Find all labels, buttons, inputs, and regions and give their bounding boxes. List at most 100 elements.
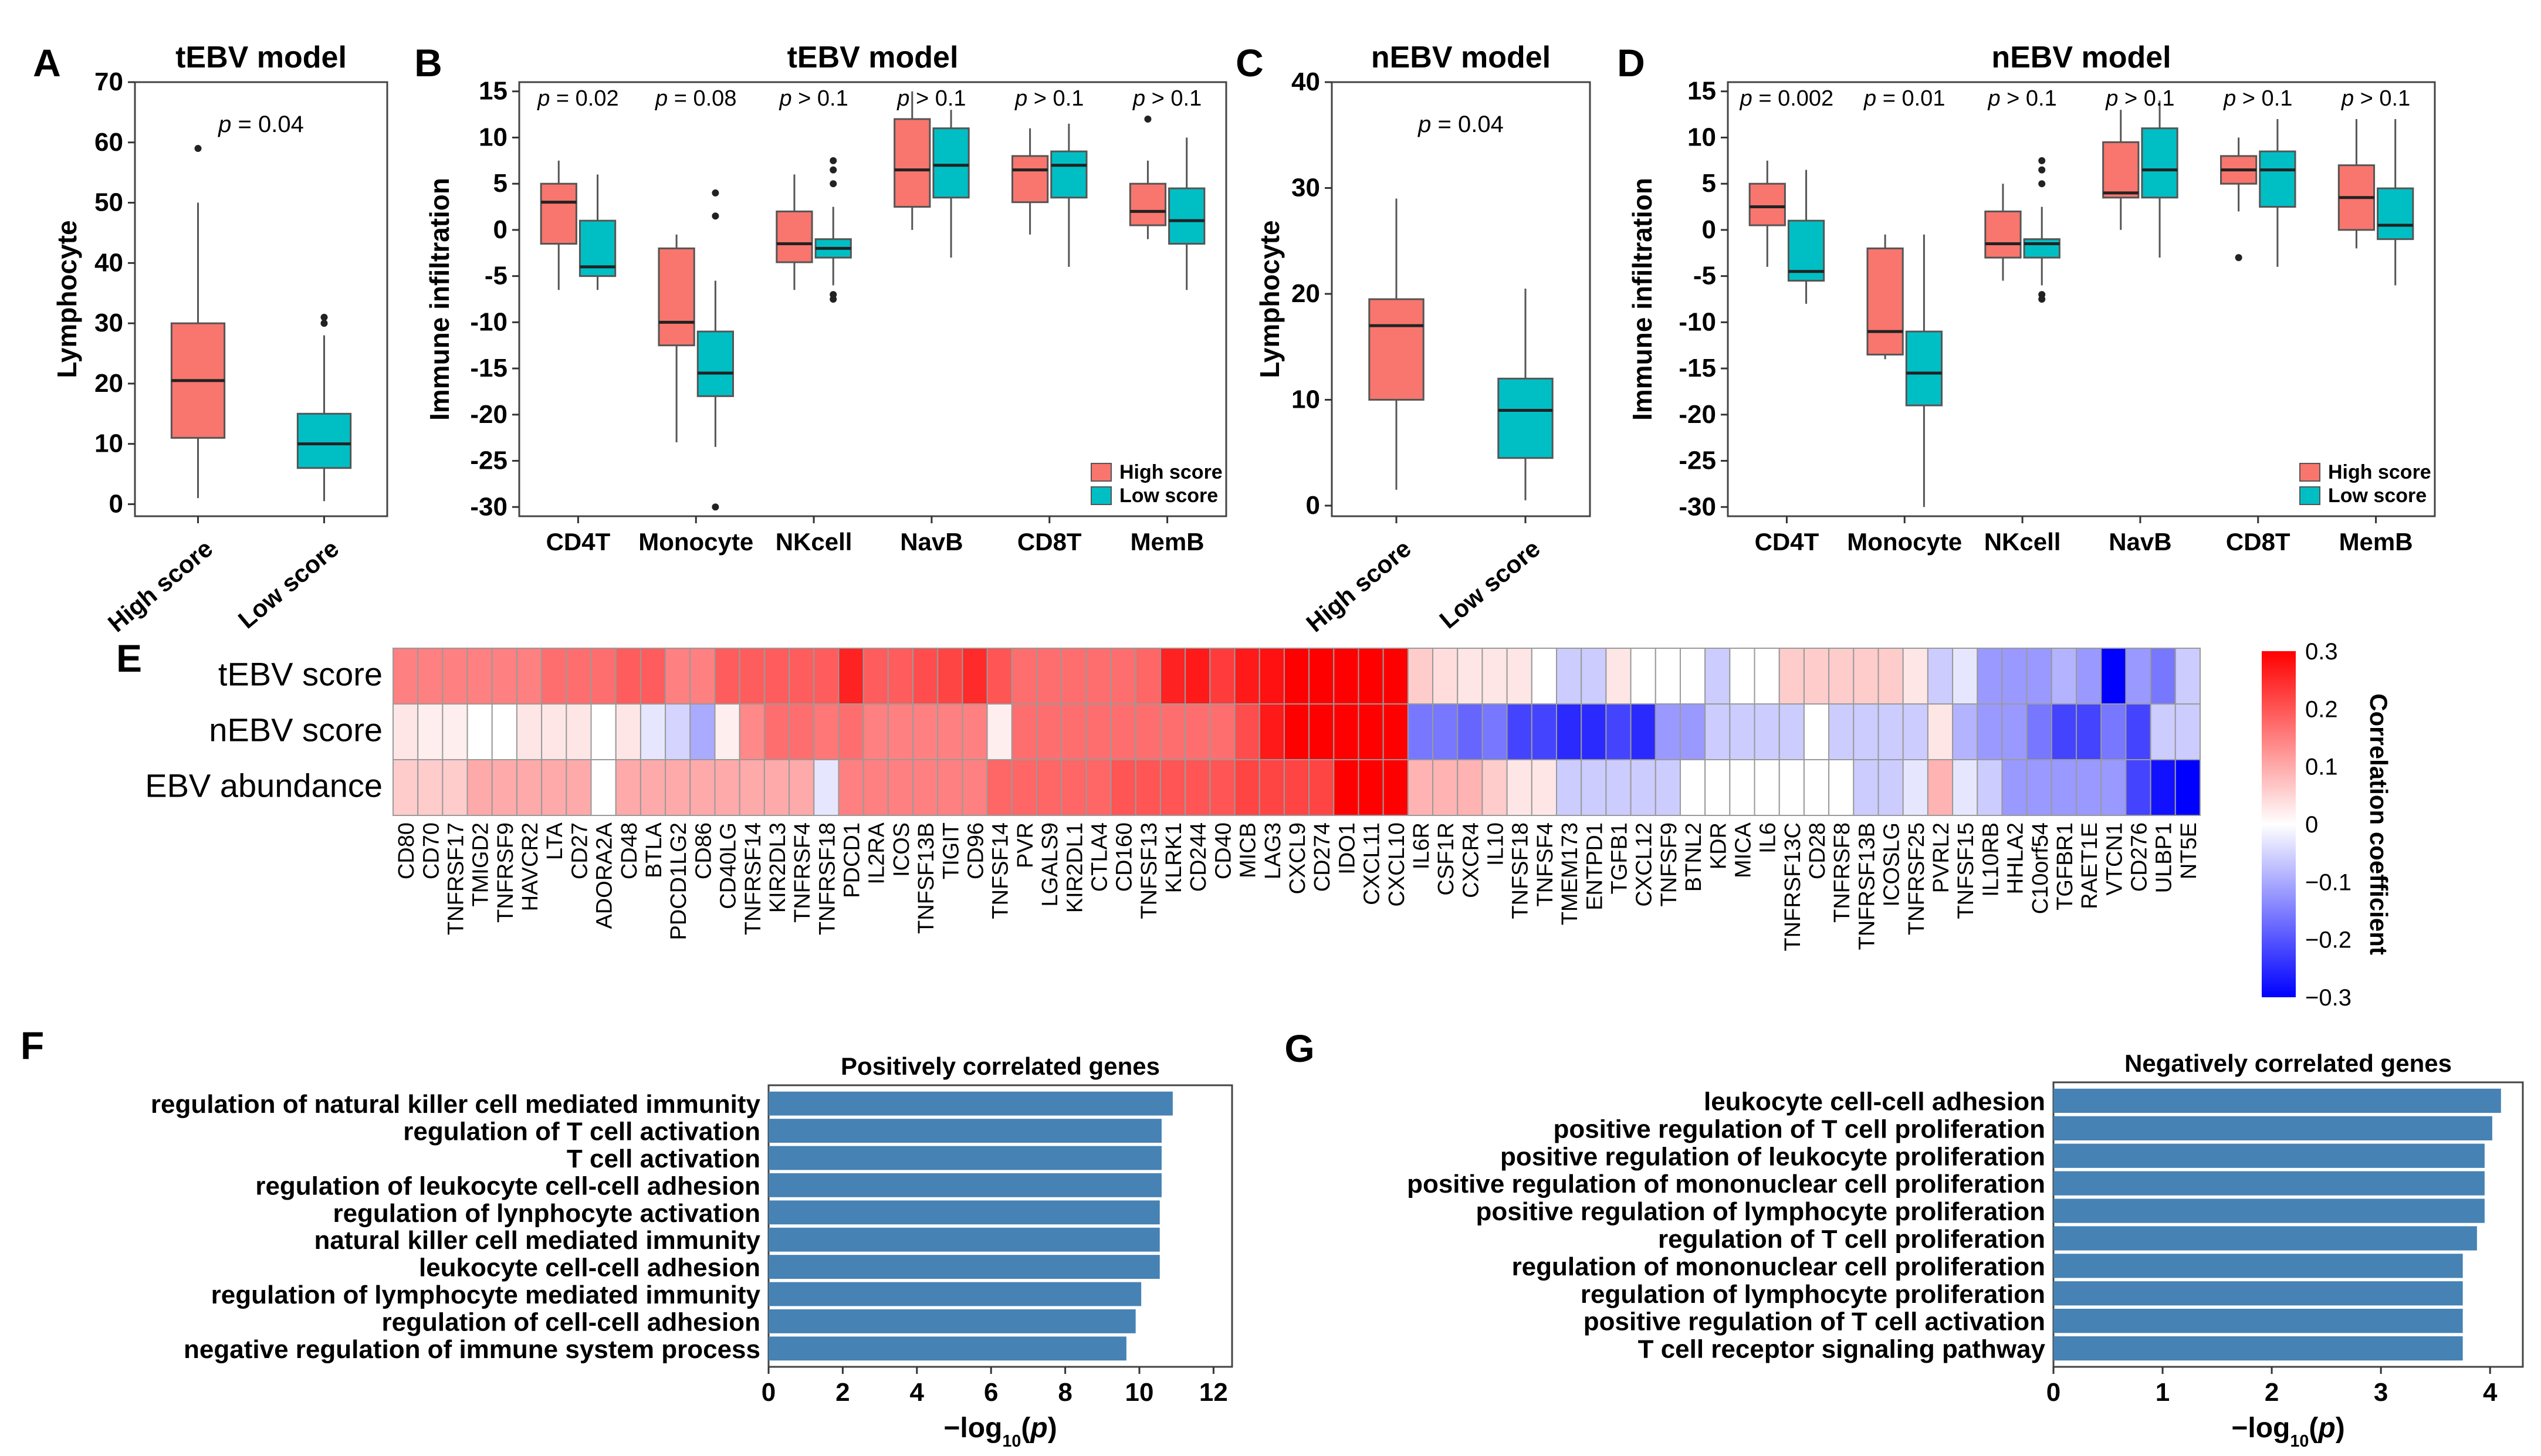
panel-label-G: G bbox=[1284, 1027, 1314, 1070]
heatmap-cell bbox=[615, 759, 641, 816]
panel-D-low-box-2-outlier-0 bbox=[2038, 180, 2046, 188]
heatmap-cell bbox=[689, 648, 716, 705]
heatmap-cell bbox=[1729, 703, 1755, 760]
heatmap-cell bbox=[2125, 759, 2151, 816]
panel-F-bar-3 bbox=[769, 1173, 1162, 1197]
heatmap-cell bbox=[1853, 759, 1879, 816]
heatmap-col-label-70: CD276 bbox=[2127, 822, 2152, 892]
heatmap-cell bbox=[1283, 648, 1310, 705]
heatmap-cell bbox=[2150, 703, 2176, 760]
heatmap-cell bbox=[566, 759, 592, 816]
heatmap-cell bbox=[1853, 648, 1879, 705]
heatmap-cell bbox=[1704, 759, 1731, 816]
panel-B-ytick-label: -5 bbox=[485, 262, 507, 290]
panel-A-ytick-label: 0 bbox=[109, 489, 123, 518]
heatmap-cell bbox=[1581, 648, 1607, 705]
panel-D-pvalue-2: p > 0.1 bbox=[1987, 86, 2056, 111]
heatmap-cell bbox=[1531, 759, 1558, 816]
panel-B-low-box-1-outlier-2 bbox=[712, 503, 719, 511]
heatmap-cell bbox=[789, 703, 815, 760]
heatmap-cell bbox=[590, 648, 617, 705]
panel-D-xtick-label: MemB bbox=[2339, 528, 2413, 556]
heatmap-cell bbox=[1185, 759, 1211, 816]
panel-B-xtick-label: CD4T bbox=[546, 528, 611, 556]
heatmap-col-label-56: TNFRSF13C bbox=[1781, 822, 1805, 952]
heatmap-cell bbox=[739, 703, 765, 760]
panel-B-legend-label-1: Low score bbox=[1119, 485, 1218, 507]
panel-D-ytick-label: -30 bbox=[1679, 492, 1716, 521]
panel-B-low-box-1-box bbox=[696, 330, 735, 397]
panel-G-bar-5 bbox=[2053, 1226, 2477, 1251]
panel-G-bar-label-0: leukocyte cell-cell adhesion bbox=[1704, 1087, 2045, 1116]
heatmap-cell bbox=[1605, 759, 1632, 816]
panel-F-xtick-label: 12 bbox=[1199, 1378, 1228, 1407]
panel-A-ytick-label: 60 bbox=[94, 128, 123, 157]
heatmap-col-label-46: TNFSF4 bbox=[1533, 822, 1558, 907]
heatmap-col-label-30: TNFSF13 bbox=[1137, 822, 1162, 919]
heatmap-cell bbox=[590, 703, 617, 760]
panel-D-ytick-label: 5 bbox=[1702, 169, 1716, 198]
heatmap-cell bbox=[1877, 703, 1904, 760]
heatmap-cell bbox=[962, 703, 988, 760]
heatmap-col-label-21: TNFSF13B bbox=[914, 822, 939, 934]
panel-G-bar-9 bbox=[2053, 1336, 2463, 1361]
heatmap-cell bbox=[1407, 759, 1434, 816]
heatmap-cell bbox=[1135, 759, 1161, 816]
heatmap-cell bbox=[1283, 759, 1310, 816]
heatmap-cell bbox=[665, 648, 691, 705]
heatmap-cell bbox=[714, 759, 740, 816]
heatmap-col-label-22: TIGIT bbox=[939, 822, 963, 879]
heatmap-col-label-55: IL6 bbox=[1756, 822, 1781, 854]
heatmap-cell bbox=[516, 703, 543, 760]
heatmap-row-label-0: tEBV score bbox=[218, 656, 383, 693]
heatmap-cell bbox=[838, 703, 864, 760]
panel-B-xtick-label: CD8T bbox=[1017, 528, 1082, 556]
panel-B-ytick-label: -25 bbox=[470, 446, 507, 475]
heatmap-cell bbox=[1803, 703, 1830, 760]
heatmap-cell bbox=[689, 759, 716, 816]
panel-F-bar-0 bbox=[769, 1091, 1173, 1116]
panel-D-xtick-label: NKcell bbox=[1984, 528, 2061, 556]
panel-C-ytick-label: 20 bbox=[1291, 279, 1320, 308]
heatmap-col-label-40: CXCL10 bbox=[1385, 822, 1409, 907]
heatmap-cell bbox=[640, 648, 666, 705]
heatmap-cell bbox=[1110, 759, 1136, 816]
heatmap-col-label-3: TMIGD2 bbox=[469, 822, 493, 907]
heatmap-cell bbox=[566, 703, 592, 760]
panel-F-bar-label-8: regulation of cell-cell adhesion bbox=[382, 1308, 760, 1336]
heatmap-col-label-16: TNFRSF4 bbox=[790, 822, 815, 923]
panel-B-ytick-label: -15 bbox=[470, 354, 507, 382]
heatmap-cell bbox=[491, 648, 517, 705]
heatmap-cell bbox=[912, 703, 939, 760]
panel-D-legend-swatch-1 bbox=[2299, 486, 2320, 505]
heatmap-cell bbox=[442, 759, 468, 816]
panel-C-ylabel: Lymphocyte bbox=[1254, 220, 1285, 378]
heatmap-cell bbox=[541, 759, 567, 816]
heatmap-cell bbox=[1457, 759, 1483, 816]
heatmap-col-label-57: CD28 bbox=[1805, 822, 1830, 879]
heatmap-cell bbox=[1135, 703, 1161, 760]
panel-G-bar-1 bbox=[2053, 1116, 2492, 1140]
heatmap-cell bbox=[640, 703, 666, 760]
panel-D-ytick-label: -10 bbox=[1679, 307, 1716, 336]
heatmap-col-label-11: PDCD1LG2 bbox=[666, 822, 691, 940]
heatmap-col-label-62: PVRL2 bbox=[1929, 822, 1954, 893]
heatmap-cell bbox=[1011, 759, 1037, 816]
heatmap-col-label-7: CD27 bbox=[567, 822, 592, 879]
heatmap-cell bbox=[1704, 648, 1731, 705]
heatmap-cell bbox=[763, 648, 790, 705]
heatmap-cell bbox=[1209, 648, 1236, 705]
panel-B-low-box-3-box bbox=[932, 127, 970, 199]
heatmap-cell bbox=[1778, 648, 1805, 705]
heatmap-cell bbox=[1234, 648, 1260, 705]
heatmap-cell bbox=[2100, 759, 2127, 816]
heatmap-cell bbox=[1654, 703, 1681, 760]
heatmap-col-label-14: TNFRSF14 bbox=[741, 822, 766, 935]
heatmap-col-label-64: IL10RB bbox=[1978, 822, 2003, 897]
panel-B-pvalue-3: p > 0.1 bbox=[896, 86, 966, 111]
panel-B-title: tEBV model bbox=[787, 40, 959, 75]
heatmap-cell bbox=[466, 759, 493, 816]
heatmap-cell bbox=[1185, 648, 1211, 705]
heatmap-col-label-33: CD40 bbox=[1211, 822, 1236, 879]
panel-G-bar-7 bbox=[2053, 1281, 2463, 1306]
